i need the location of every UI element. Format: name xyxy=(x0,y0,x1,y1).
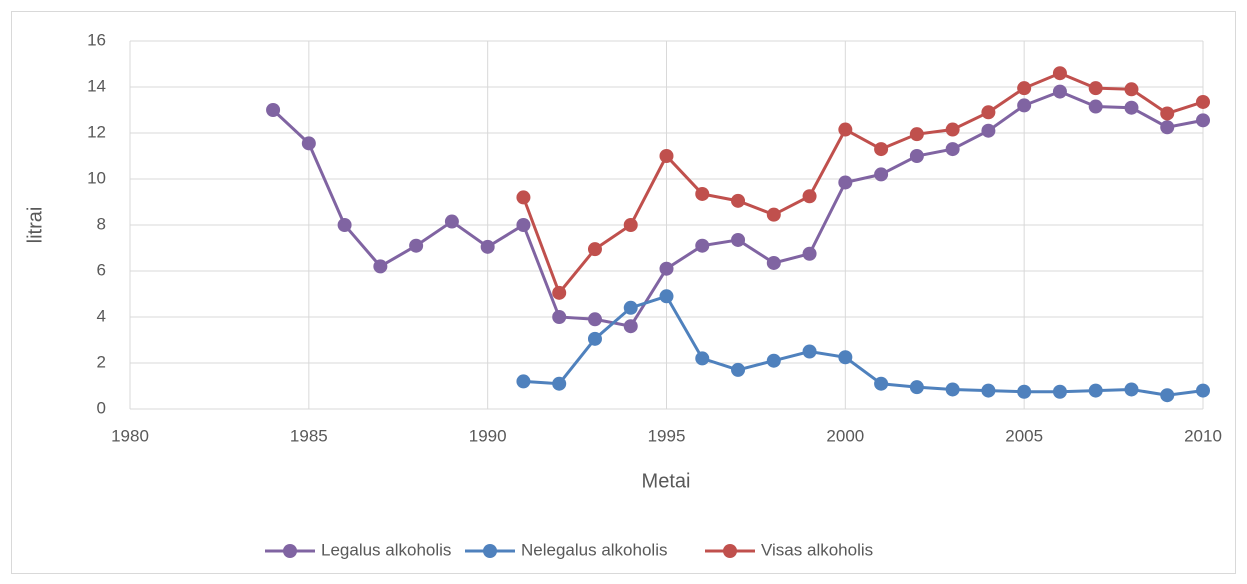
chart-frame xyxy=(11,11,1236,574)
data-point xyxy=(1124,382,1139,397)
y-tick-label: 10 xyxy=(87,168,106,187)
y-tick-label: 2 xyxy=(97,352,106,371)
data-point xyxy=(1052,84,1067,99)
y-tick-label: 4 xyxy=(97,306,106,325)
data-point xyxy=(731,232,746,247)
x-tick-label: 1985 xyxy=(290,426,328,445)
data-point xyxy=(552,285,567,300)
x-tick-label: 2005 xyxy=(1005,426,1043,445)
y-tick-label: 8 xyxy=(97,214,106,233)
data-point xyxy=(623,319,638,334)
data-point xyxy=(659,289,674,304)
data-point xyxy=(337,218,352,232)
data-point xyxy=(301,136,316,151)
x-tick-label: 2010 xyxy=(1184,426,1222,445)
data-point xyxy=(909,127,924,142)
y-axis-title: litrai xyxy=(24,207,46,244)
data-point xyxy=(623,218,638,232)
data-point xyxy=(945,382,960,397)
data-point xyxy=(516,190,531,205)
data-point xyxy=(1088,81,1103,96)
data-point xyxy=(373,259,388,274)
x-tick-label: 1980 xyxy=(111,426,149,445)
data-point xyxy=(838,175,853,190)
data-point xyxy=(981,123,996,138)
x-tick-label: 1995 xyxy=(648,426,686,445)
data-point xyxy=(874,167,889,182)
data-point xyxy=(909,149,924,163)
data-point xyxy=(945,142,960,157)
data-point xyxy=(1124,82,1139,97)
data-point xyxy=(766,255,781,270)
data-point xyxy=(802,344,817,359)
data-point xyxy=(802,189,817,204)
data-point xyxy=(587,242,602,257)
y-tick-label: 16 xyxy=(87,30,106,49)
data-point xyxy=(587,312,602,327)
data-point xyxy=(1160,388,1175,403)
data-point xyxy=(1017,98,1032,113)
data-point xyxy=(695,238,710,253)
y-tick-label: 14 xyxy=(87,76,106,95)
data-point xyxy=(1196,94,1210,109)
data-point xyxy=(409,238,424,253)
data-point xyxy=(981,105,996,120)
data-point xyxy=(1052,384,1067,399)
data-point xyxy=(552,310,567,324)
data-point xyxy=(1017,81,1032,96)
data-point xyxy=(1124,100,1139,115)
data-point xyxy=(874,142,889,157)
y-tick-label: 12 xyxy=(87,122,106,141)
data-point xyxy=(766,207,781,222)
legend-label: Legalus alkoholis xyxy=(321,540,451,559)
data-point xyxy=(731,362,746,377)
data-point xyxy=(874,376,889,391)
data-point xyxy=(516,218,531,232)
y-tick-label: 6 xyxy=(97,260,106,279)
data-point xyxy=(1160,106,1175,121)
data-point xyxy=(552,376,567,391)
data-point xyxy=(1196,113,1210,128)
x-tick-label: 2000 xyxy=(826,426,864,445)
data-point xyxy=(766,353,781,368)
data-point xyxy=(1088,99,1103,114)
y-tick-label: 0 xyxy=(97,398,106,417)
data-point xyxy=(623,300,638,315)
data-point xyxy=(838,350,853,365)
x-tick-label: 1990 xyxy=(469,426,507,445)
legend-label: Nelegalus alkoholis xyxy=(521,540,667,559)
data-point xyxy=(266,103,281,117)
data-point xyxy=(909,380,924,395)
legend-label: Visas alkoholis xyxy=(761,540,873,559)
data-point xyxy=(945,122,960,137)
legend-marker xyxy=(723,544,737,558)
legend-marker xyxy=(483,544,497,558)
data-point xyxy=(480,239,495,254)
data-point xyxy=(695,351,710,366)
data-point xyxy=(516,374,531,389)
data-point xyxy=(838,122,853,137)
data-point xyxy=(1017,384,1032,399)
data-point xyxy=(731,193,746,208)
legend-marker xyxy=(283,544,297,558)
data-point xyxy=(444,214,459,229)
data-point xyxy=(1088,383,1103,398)
data-point xyxy=(659,261,674,276)
data-point xyxy=(802,246,817,261)
x-axis-title: Metai xyxy=(642,470,691,492)
data-point xyxy=(981,383,996,398)
data-point xyxy=(1196,383,1210,398)
data-point xyxy=(695,186,710,201)
data-point xyxy=(1052,66,1067,81)
data-point xyxy=(587,331,602,346)
data-point xyxy=(1160,120,1175,135)
data-point xyxy=(659,149,674,163)
